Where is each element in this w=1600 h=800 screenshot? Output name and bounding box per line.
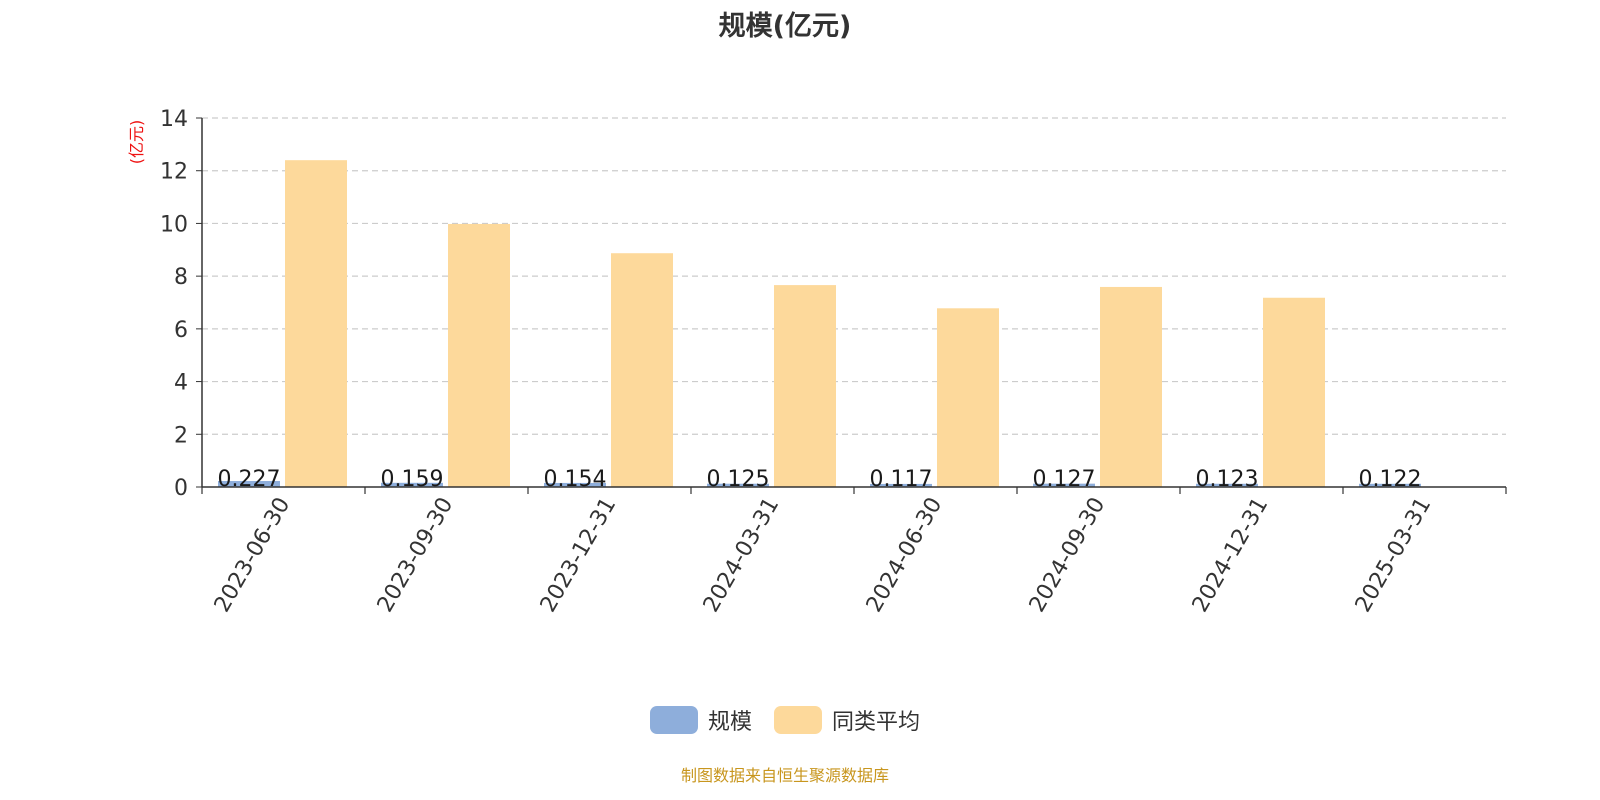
data-label: 0.125 [707, 467, 770, 492]
bar-average [448, 223, 510, 487]
x-tick-label: 2025-03-31 [1351, 493, 1437, 616]
data-label: 0.227 [218, 467, 281, 492]
legend-label-scale: 规模 [707, 710, 752, 735]
y-tick-label: 2 [174, 423, 188, 448]
chart-title: 规模(亿元) [718, 11, 852, 42]
bar-average [774, 285, 836, 487]
legend-item-scale[interactable]: 规模 [649, 704, 752, 736]
bar-average [937, 308, 999, 487]
bar-scale [870, 483, 932, 487]
y-tick-label: 6 [174, 318, 188, 343]
legend-swatch-scale [649, 706, 698, 734]
y-tick-label: 0 [174, 476, 188, 501]
bar-scale [707, 483, 769, 487]
x-tick-label: 2024-12-31 [1188, 493, 1274, 616]
legend-swatch-average [774, 706, 822, 734]
x-tick-label: 2024-09-30 [1025, 493, 1111, 616]
legend-label-average: 同类平均 [832, 710, 921, 735]
x-tick-label: 2023-06-30 [210, 493, 296, 616]
bar-average [285, 160, 347, 487]
x-tick-label: 2023-09-30 [373, 493, 459, 616]
legend-item-average[interactable]: 同类平均 [774, 704, 920, 736]
y-tick-label: 4 [174, 371, 188, 396]
data-label: 0.123 [1196, 467, 1259, 492]
source-note: 制图数据来自恒生聚源数据库 [680, 766, 889, 785]
bar-scale [1033, 483, 1095, 487]
data-label: 0.122 [1359, 467, 1422, 492]
bar-scale [381, 482, 443, 487]
bar-average [1263, 297, 1325, 487]
data-label: 0.117 [870, 467, 933, 492]
y-axis-label: (亿元) [127, 120, 146, 165]
bar-scale [218, 481, 280, 487]
x-tick-label: 2023-12-31 [536, 493, 622, 616]
x-tick-label: 2024-03-31 [699, 493, 785, 616]
y-tick-label: 14 [160, 107, 188, 132]
bar-average [1100, 286, 1162, 487]
x-tick-label: 2024-06-30 [862, 493, 948, 616]
data-label: 0.127 [1033, 467, 1096, 492]
y-tick-label: 10 [160, 212, 188, 237]
bar-scale [544, 482, 606, 487]
data-label: 0.154 [544, 467, 607, 492]
bar-scale [1196, 483, 1258, 487]
y-tick-label: 12 [160, 160, 188, 185]
legend: 规模 同类平均 [0, 704, 1570, 736]
bar-scale [1359, 483, 1421, 487]
data-label: 0.159 [381, 467, 444, 492]
bar-average [611, 253, 673, 487]
y-tick-label: 8 [174, 265, 188, 290]
bar-chart: 0 2 4 6 8 10 12 14 (亿元) 0.227 0.159 0.154 0.125 0.117… [127, 107, 1507, 617]
